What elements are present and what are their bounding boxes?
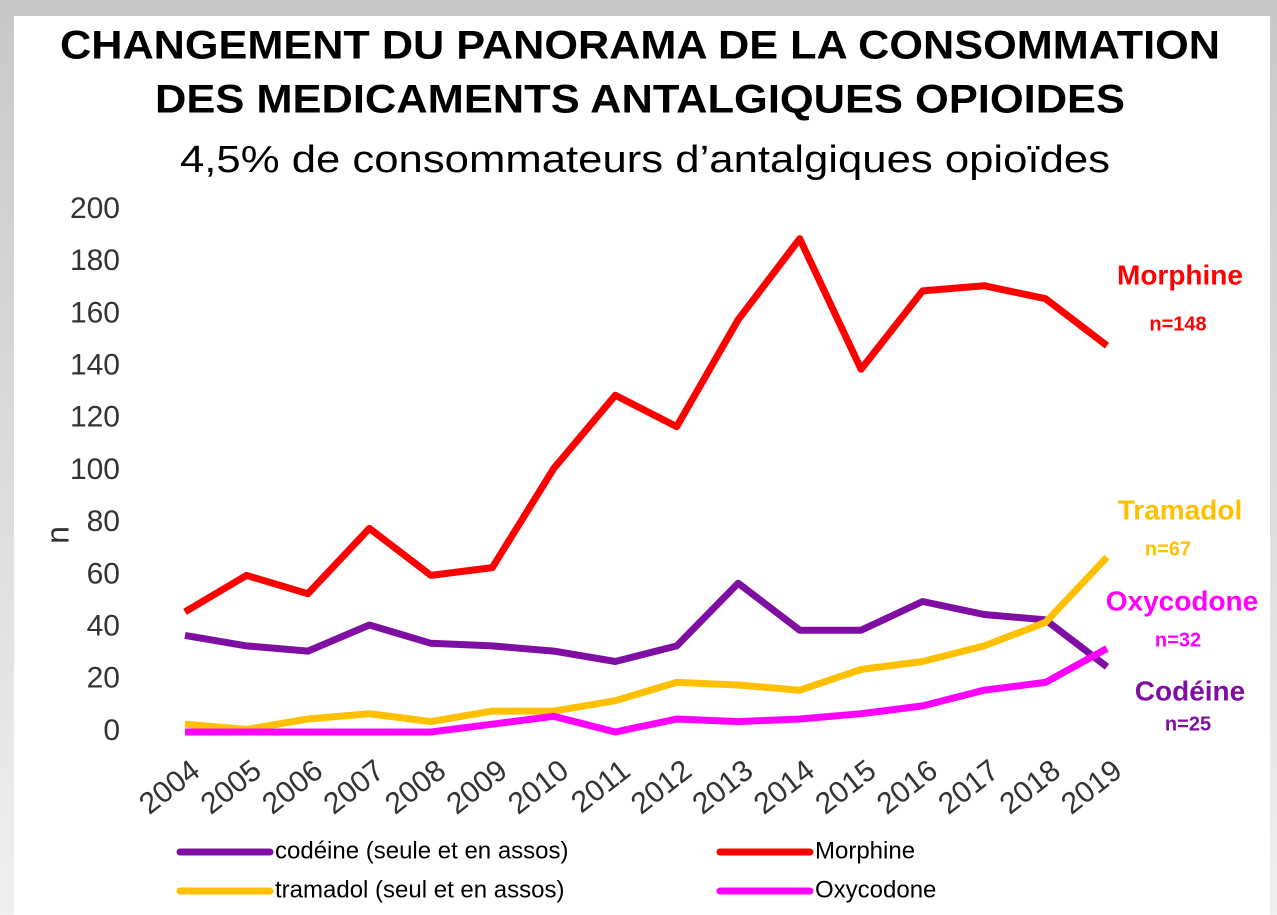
y-tick-label: 160 [70,296,120,329]
y-tick-label: 100 [70,453,120,486]
y-tick-label: 80 [87,505,120,538]
y-tick-label: 120 [70,401,120,434]
annotation: Tramadol [1118,494,1242,525]
panel [14,16,1270,915]
legend-label: codéine (seule et en assos) [275,837,569,864]
annotation: Morphine [1117,259,1243,290]
y-tick-label: 200 [70,192,120,225]
annotation: Oxycodone [1106,585,1258,616]
chart-title: CHANGEMENT DU PANORAMA DE LA CONSOMMATIO… [60,24,1220,68]
legend-label: tramadol (seul et en assos) [275,876,564,903]
annotation: n=67 [1145,538,1191,560]
y-tick-label: 0 [103,714,120,747]
annotation: n=25 [1165,713,1211,735]
y-tick-label: 40 [87,610,120,643]
legend-label: Morphine [815,837,915,864]
y-tick-label: 20 [87,662,120,695]
series-line [185,645,1109,736]
annotation: n=32 [1155,629,1201,651]
annotation: n=148 [1149,313,1206,335]
y-axis-label: n [39,526,75,544]
series-line [183,235,1110,615]
y-tick-label: 140 [70,349,120,382]
y-tick-label: 60 [87,557,120,590]
chart-title: DES MEDICAMENTS ANTALGIQUES OPIOIDES [155,78,1125,122]
legend-label: Oxycodone [815,876,936,903]
series-line [184,579,1110,670]
chart-subtitle: 4,5% de consommateurs d’antalgiques opio… [180,139,1110,181]
series-line [184,554,1110,733]
annotation: Codéine [1135,675,1245,706]
y-tick-label: 180 [70,244,120,277]
